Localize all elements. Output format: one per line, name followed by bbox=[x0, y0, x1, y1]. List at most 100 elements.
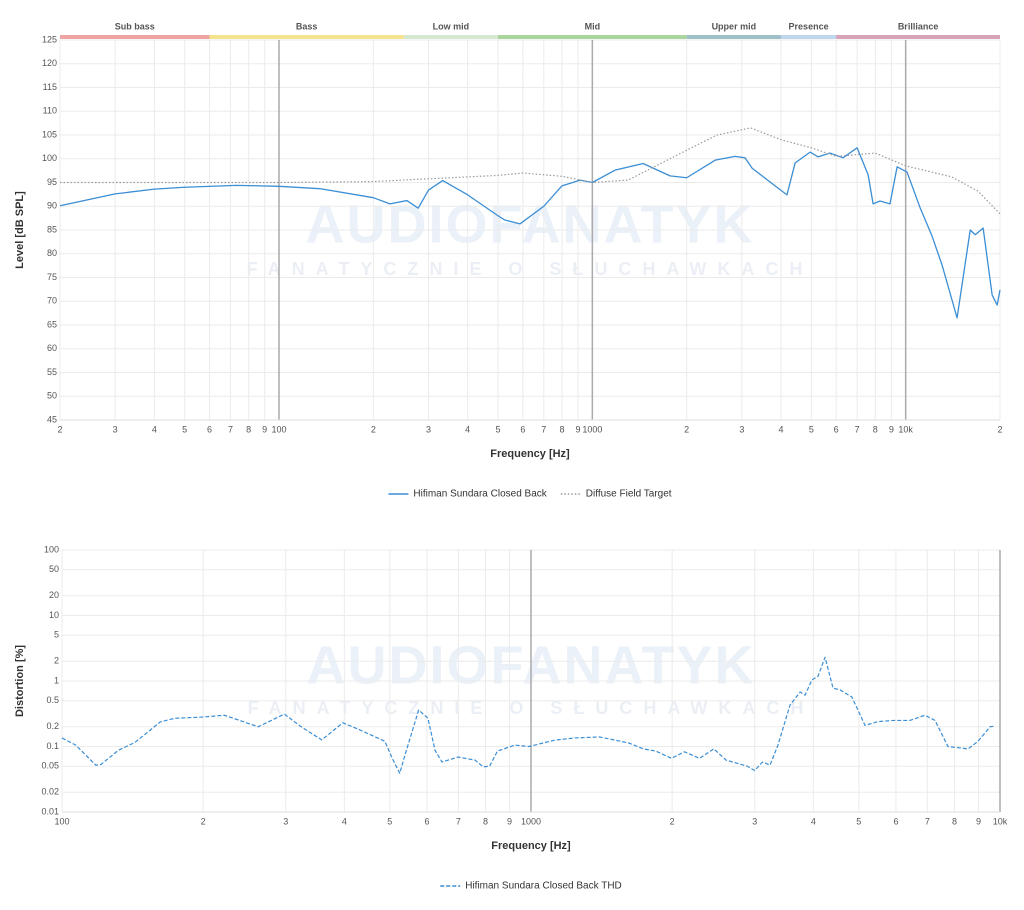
band bbox=[209, 35, 404, 39]
series-line bbox=[61, 656, 996, 774]
band-label: Sub bass bbox=[115, 21, 155, 31]
y-tick-label: 95 bbox=[47, 177, 57, 187]
y-tick-label: 90 bbox=[47, 201, 57, 211]
x-axis-label: Frequency [Hz] bbox=[491, 840, 571, 852]
y-axis-label: Distortion [%] bbox=[14, 645, 26, 717]
x-tick-label: 5 bbox=[856, 816, 861, 826]
y-axis-label: Level [dB SPL] bbox=[14, 191, 26, 269]
x-tick-label: 5 bbox=[387, 816, 392, 826]
band bbox=[60, 35, 210, 39]
y-tick-label: 85 bbox=[47, 224, 57, 234]
x-tick-label: 8 bbox=[246, 424, 251, 434]
x-tick-label: 9 bbox=[976, 816, 981, 826]
x-tick-label: 4 bbox=[778, 424, 783, 434]
band-label: Bass bbox=[296, 21, 318, 31]
x-tick-label: 8 bbox=[559, 424, 564, 434]
x-tick-label: 8 bbox=[873, 424, 878, 434]
band-label: Low mid bbox=[433, 21, 470, 31]
band-label: Mid bbox=[585, 21, 601, 31]
x-tick-label: 8 bbox=[483, 816, 488, 826]
y-tick-label: 120 bbox=[42, 58, 57, 68]
band bbox=[836, 35, 1000, 39]
x-tick-label: 9 bbox=[507, 816, 512, 826]
x-tick-label: 2 bbox=[997, 424, 1002, 434]
y-tick-label: 100 bbox=[44, 544, 59, 554]
x-tick-label: 2 bbox=[201, 816, 206, 826]
x-tick-label: 4 bbox=[811, 816, 816, 826]
chart: AUDIOFANATYK FANATYCZNIE O SŁUCHAWKACH 0.0… bbox=[14, 544, 1008, 891]
y-tick-label: 75 bbox=[47, 272, 57, 282]
x-tick-label: 3 bbox=[113, 424, 118, 434]
x-tick-label: 8 bbox=[952, 816, 957, 826]
series-line bbox=[59, 147, 1001, 319]
x-tick-label: 7 bbox=[228, 424, 233, 434]
band bbox=[780, 35, 837, 39]
x-tick-label: 6 bbox=[424, 816, 429, 826]
y-tick-label: 100 bbox=[42, 153, 57, 163]
watermark-subtitle: FANATYCZNIE O SŁUCHAWKACH bbox=[247, 259, 814, 279]
y-tick-label: 0.05 bbox=[41, 761, 59, 771]
x-tick-label: 4 bbox=[342, 816, 347, 826]
y-tick-label: 0.1 bbox=[46, 741, 59, 751]
x-tick-label: 3 bbox=[752, 816, 757, 826]
legend-label: Hifiman Sundara Closed Back bbox=[413, 489, 547, 500]
x-tick-label: 3 bbox=[283, 816, 288, 826]
band bbox=[686, 35, 781, 39]
y-tick-label: 60 bbox=[47, 343, 57, 353]
x-tick-label: 4 bbox=[465, 424, 470, 434]
y-tick-label: 50 bbox=[49, 564, 59, 574]
x-tick-label: 6 bbox=[207, 424, 212, 434]
y-tick-label: 0.01 bbox=[41, 806, 59, 816]
x-tick-label: 1000 bbox=[521, 816, 541, 826]
legend-label: Hifiman Sundara Closed Back THD bbox=[465, 881, 622, 892]
x-tick-label: 10k bbox=[993, 816, 1008, 826]
x-tick-label: 6 bbox=[834, 424, 839, 434]
x-tick-label: 7 bbox=[456, 816, 461, 826]
x-tick-label: 9 bbox=[889, 424, 894, 434]
x-tick-label: 100 bbox=[54, 816, 69, 826]
x-tick-label: 2 bbox=[684, 424, 689, 434]
x-tick-label: 9 bbox=[262, 424, 267, 434]
legend-label: Diffuse Field Target bbox=[586, 489, 672, 500]
band bbox=[403, 35, 499, 39]
x-tick-label: 3 bbox=[739, 424, 744, 434]
x-tick-label: 7 bbox=[925, 816, 930, 826]
band bbox=[498, 35, 687, 39]
watermark-subtitle: FANATYCZNIE O SŁUCHAWKACH bbox=[248, 698, 815, 718]
y-tick-label: 2 bbox=[54, 656, 59, 666]
y-tick-label: 70 bbox=[47, 296, 57, 306]
y-tick-label: 110 bbox=[43, 106, 57, 116]
x-tick-label: 6 bbox=[520, 424, 525, 434]
watermark: AUDIOFANATYK bbox=[307, 635, 756, 695]
y-tick-label: 0.2 bbox=[46, 721, 59, 731]
y-tick-label: 50 bbox=[47, 391, 57, 401]
y-tick-label: 45 bbox=[47, 414, 57, 424]
x-tick-label: 5 bbox=[496, 424, 501, 434]
x-tick-label: 5 bbox=[809, 424, 814, 434]
x-tick-label: 3 bbox=[426, 424, 431, 434]
x-tick-label: 2 bbox=[57, 424, 62, 434]
y-tick-label: 0.5 bbox=[46, 695, 59, 705]
y-tick-label: 105 bbox=[42, 129, 57, 139]
x-tick-label: 2 bbox=[670, 816, 675, 826]
y-tick-label: 0.02 bbox=[41, 787, 59, 797]
y-tick-label: 125 bbox=[42, 34, 57, 44]
x-tick-label: 100 bbox=[271, 424, 286, 434]
band-label: Brilliance bbox=[898, 21, 939, 31]
y-tick-label: 55 bbox=[47, 367, 57, 377]
y-tick-label: 5 bbox=[54, 630, 59, 640]
watermark: AUDIOFANATYK bbox=[306, 194, 755, 254]
y-tick-label: 1 bbox=[54, 675, 59, 685]
x-tick-label: 5 bbox=[182, 424, 187, 434]
x-tick-label: 1000 bbox=[582, 424, 602, 434]
x-tick-label: 10k bbox=[898, 424, 913, 434]
band-label: Upper mid bbox=[712, 21, 757, 31]
band-label: Presence bbox=[789, 21, 829, 31]
x-tick-label: 9 bbox=[575, 424, 580, 434]
x-axis-label: Frequency [Hz] bbox=[490, 448, 570, 460]
y-tick-label: 115 bbox=[43, 82, 57, 92]
y-tick-label: 10 bbox=[49, 610, 59, 620]
series-line bbox=[60, 127, 1001, 215]
